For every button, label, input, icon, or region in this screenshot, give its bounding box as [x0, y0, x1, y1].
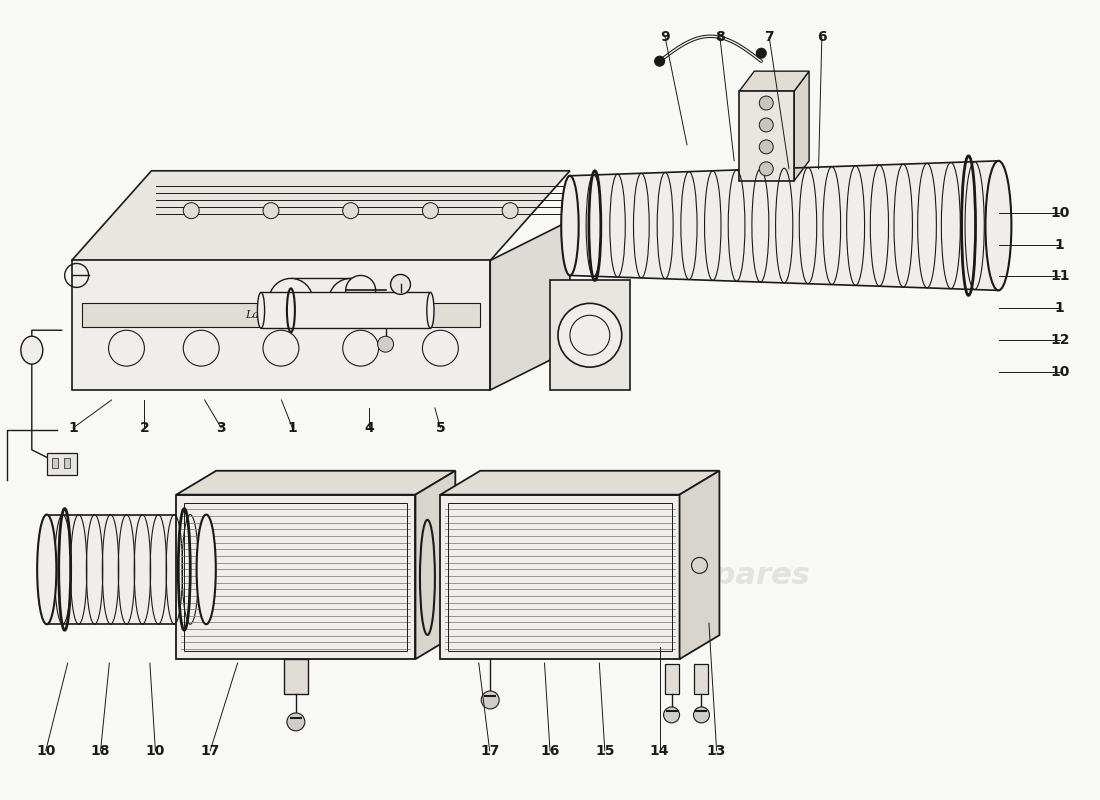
Polygon shape: [440, 470, 719, 494]
Ellipse shape: [37, 514, 56, 624]
Circle shape: [263, 330, 299, 366]
Circle shape: [759, 140, 773, 154]
Ellipse shape: [21, 336, 43, 364]
Text: eurospares: eurospares: [618, 561, 811, 590]
Bar: [81, 303, 481, 327]
Bar: [284, 659, 308, 694]
Bar: [47, 453, 77, 474]
Bar: [664, 664, 679, 694]
Text: 17: 17: [200, 744, 220, 758]
Circle shape: [109, 330, 144, 366]
Bar: [694, 664, 708, 694]
Circle shape: [343, 330, 378, 366]
Text: 11: 11: [1050, 270, 1069, 283]
Bar: [290, 278, 351, 322]
Text: 7: 7: [764, 30, 774, 44]
Text: eurospares: eurospares: [201, 561, 394, 590]
Text: 1: 1: [287, 421, 297, 435]
Circle shape: [759, 162, 773, 176]
Text: 8: 8: [715, 30, 725, 44]
Polygon shape: [491, 221, 570, 390]
Ellipse shape: [561, 176, 579, 275]
Bar: [185, 502, 407, 651]
Text: 18: 18: [91, 744, 110, 758]
Text: eurospares: eurospares: [618, 250, 811, 279]
Circle shape: [184, 202, 199, 218]
Circle shape: [270, 278, 312, 322]
Ellipse shape: [986, 161, 1011, 290]
Bar: [64, 458, 69, 468]
Bar: [52, 458, 57, 468]
Circle shape: [287, 713, 305, 731]
Circle shape: [663, 707, 680, 723]
Bar: [739, 91, 794, 181]
Ellipse shape: [257, 292, 265, 328]
Text: 16: 16: [540, 744, 560, 758]
Text: 13: 13: [707, 744, 726, 758]
Text: 9: 9: [660, 30, 670, 44]
Polygon shape: [416, 470, 455, 659]
Circle shape: [503, 202, 518, 218]
Text: 6: 6: [817, 30, 827, 44]
Circle shape: [390, 274, 410, 294]
Ellipse shape: [197, 514, 216, 624]
Polygon shape: [680, 470, 719, 659]
Circle shape: [343, 202, 359, 218]
Polygon shape: [47, 514, 206, 624]
Circle shape: [263, 202, 279, 218]
Circle shape: [345, 275, 375, 306]
Polygon shape: [176, 470, 455, 494]
Circle shape: [757, 48, 767, 58]
Text: 10: 10: [1050, 365, 1069, 379]
Bar: [341, 298, 430, 320]
Text: Lamborghini: Lamborghini: [245, 310, 317, 320]
Text: 1: 1: [1055, 302, 1065, 315]
Polygon shape: [739, 71, 810, 91]
Circle shape: [377, 336, 394, 352]
Circle shape: [481, 691, 499, 709]
Text: 10: 10: [36, 744, 55, 758]
Polygon shape: [176, 494, 416, 659]
Text: 14: 14: [650, 744, 670, 758]
Bar: [449, 502, 672, 651]
Circle shape: [654, 56, 664, 66]
Circle shape: [759, 118, 773, 132]
Bar: [550, 281, 629, 390]
Bar: [261, 292, 430, 328]
Circle shape: [759, 96, 773, 110]
Text: 1: 1: [68, 421, 78, 435]
Text: 12: 12: [1050, 334, 1069, 347]
Text: 17: 17: [480, 744, 499, 758]
Text: 15: 15: [595, 744, 615, 758]
Text: 5: 5: [436, 421, 446, 435]
Text: 2: 2: [140, 421, 150, 435]
Polygon shape: [440, 494, 680, 659]
Polygon shape: [794, 71, 810, 181]
Polygon shape: [72, 261, 491, 390]
Circle shape: [422, 202, 439, 218]
Circle shape: [558, 303, 622, 367]
Circle shape: [184, 330, 219, 366]
Ellipse shape: [427, 292, 434, 328]
Text: 3: 3: [217, 421, 226, 435]
Text: 10: 10: [1050, 206, 1069, 220]
Polygon shape: [570, 161, 999, 290]
Text: 1: 1: [1055, 238, 1065, 251]
Text: eurospares: eurospares: [201, 250, 394, 279]
Polygon shape: [72, 170, 570, 261]
Circle shape: [422, 330, 459, 366]
Circle shape: [693, 707, 710, 723]
Text: 4: 4: [364, 421, 374, 435]
Text: 10: 10: [145, 744, 165, 758]
